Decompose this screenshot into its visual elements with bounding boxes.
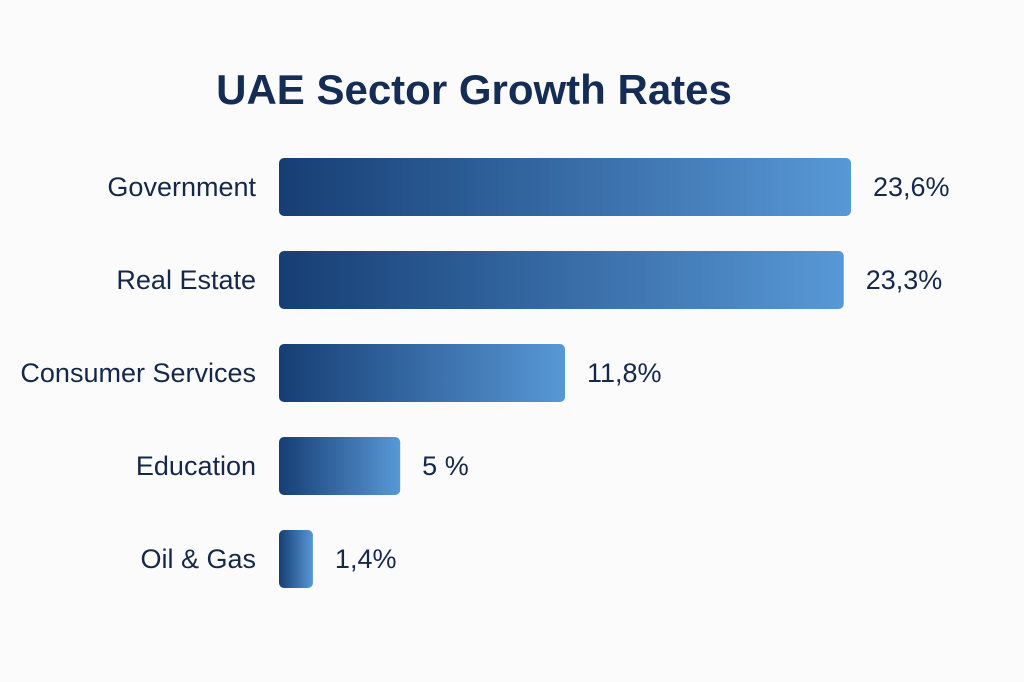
chart-title: UAE Sector Growth Rates bbox=[216, 66, 732, 113]
value-label-real-estate: 23,3% bbox=[866, 265, 943, 295]
bar-consumer-services bbox=[279, 344, 565, 402]
bars-group: Government 23,6% Real Estate 23,3% Consumer … bbox=[20, 158, 950, 588]
value-label-oil-and-gas: 1,4% bbox=[335, 544, 397, 574]
value-label-education: 5 % bbox=[422, 451, 469, 481]
bar-oil-and-gas bbox=[279, 530, 313, 588]
bar-education bbox=[279, 437, 401, 495]
category-label-real-estate: Real Estate bbox=[116, 265, 256, 295]
value-label-consumer-services: 11,8% bbox=[587, 358, 662, 388]
category-label-government: Government bbox=[107, 172, 256, 202]
category-label-oil-and-gas: Oil & Gas bbox=[140, 544, 256, 574]
value-label-government: 23,6% bbox=[873, 172, 950, 202]
category-label-consumer-services: Consumer Services bbox=[20, 358, 256, 388]
category-label-education: Education bbox=[136, 451, 256, 481]
bar-government bbox=[279, 158, 851, 216]
bar-real-estate bbox=[279, 251, 844, 309]
